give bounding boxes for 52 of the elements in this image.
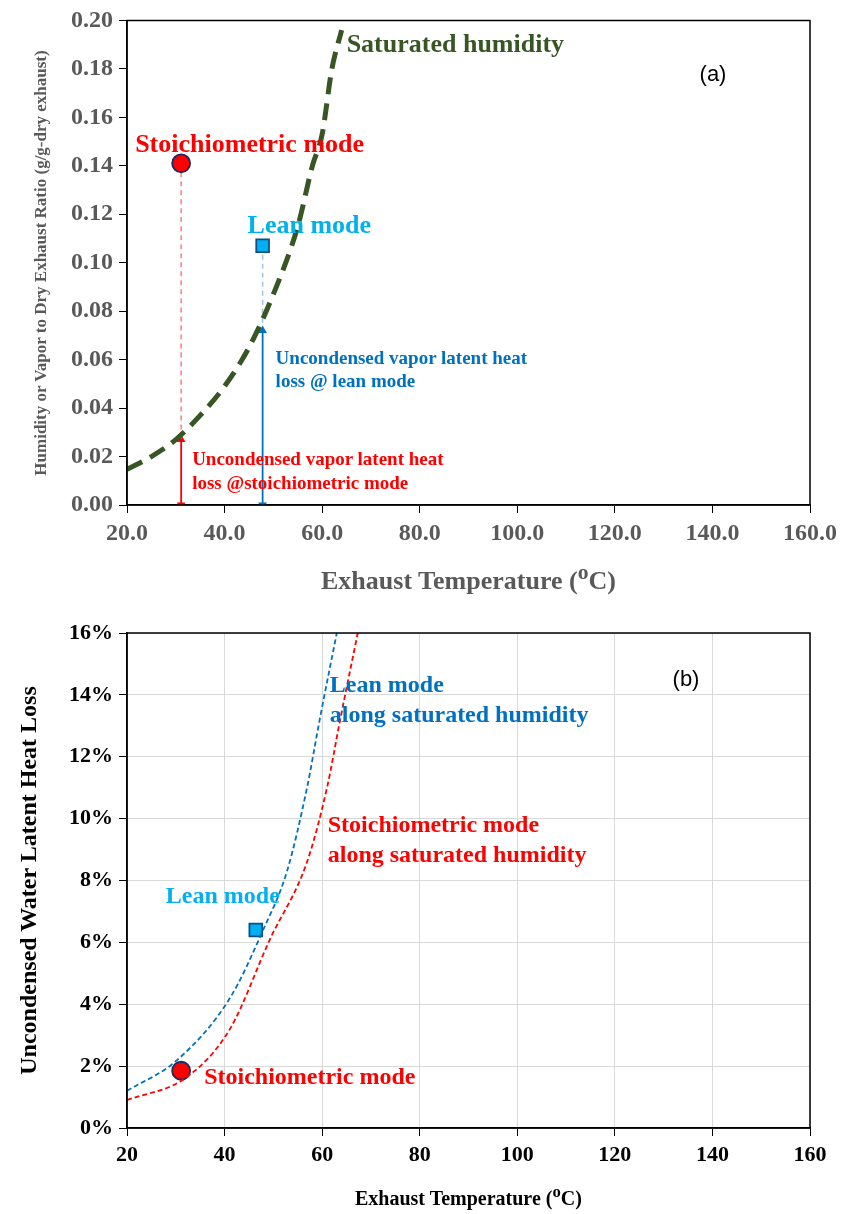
y-tick-label: 0.20 [71, 5, 113, 32]
x-tick-label: 160.0 [783, 518, 837, 545]
y-tick-label: 8% [80, 866, 113, 892]
x-tick-label: 60.0 [301, 518, 344, 545]
x-tick-label: 140 [695, 1140, 729, 1166]
x-tick-label: 60 [311, 1140, 334, 1166]
y-axis-title: Humidity or Vapor to Dry Exhaust Ratio (g/g-dry exhaust) [30, 50, 51, 476]
x-tick-label: 20 [116, 1140, 138, 1166]
series-label: Stoichiometric mode [135, 129, 365, 159]
series-label: Stoichiometric mode [204, 1062, 416, 1089]
y-tick-label: 0.12 [71, 199, 113, 226]
series-label: Lean mode [165, 882, 281, 909]
series-label: Uncondensed vapor latent heat loss @ lean mode [275, 346, 528, 392]
y-tick-label: 0.10 [71, 247, 113, 274]
x-axis-title: Exhaust Temperature ($^{o}$C) [321, 560, 616, 596]
x-tick-label: 20.0 [106, 518, 148, 545]
y-tick-label: 0.02 [71, 441, 113, 468]
y-tick-label: 0% [80, 1113, 113, 1139]
annotation: (b) [672, 666, 700, 692]
x-tick-label: 100.0 [490, 518, 545, 545]
y-tick-label: 16% [69, 618, 113, 644]
x-tick-label: 80 [408, 1140, 431, 1166]
annotation: (a) [699, 61, 727, 87]
x-tick-label: 120.0 [587, 518, 642, 545]
y-axis-title: Uncondensed Water Latent Heat Loss [14, 686, 42, 1075]
x-tick-label: 100 [500, 1140, 534, 1166]
y-tick-label: 0.00 [71, 490, 113, 517]
y-tick-label: 10% [69, 804, 113, 830]
y-tick-label: 6% [80, 928, 113, 954]
x-tick-label: 140.0 [685, 518, 740, 545]
series-label: Saturated humidity [346, 28, 565, 58]
y-tick-label: 0.16 [71, 102, 113, 129]
y-tick-label: 14% [69, 680, 113, 706]
y-tick-label: 0.18 [71, 54, 113, 81]
x-tick-label: 160 [793, 1140, 827, 1166]
series-label: Lean mode along saturated humidity [329, 671, 589, 728]
x-tick-label: 80.0 [398, 518, 441, 545]
y-tick-label: 0.14 [71, 150, 113, 177]
y-tick-label: 4% [80, 989, 113, 1015]
point [171, 153, 192, 174]
x-tick-label: 40.0 [203, 518, 246, 545]
y-tick-label: 2% [80, 1051, 113, 1077]
x-tick-label: 40 [213, 1140, 236, 1166]
y-tick-label: 0.08 [71, 296, 113, 323]
y-tick-label: 12% [69, 742, 113, 768]
x-tick-label: 120 [598, 1140, 632, 1166]
y-tick-label: 0.04 [71, 393, 113, 420]
y-tick-label: 0.06 [71, 344, 113, 371]
x-axis-title: Exhaust Temperature ($^{o}$C) [355, 1182, 582, 1210]
series-label: Stoichiometric mode along saturated humidity [327, 811, 587, 868]
series-label: Lean mode [247, 210, 372, 240]
point [255, 238, 270, 253]
